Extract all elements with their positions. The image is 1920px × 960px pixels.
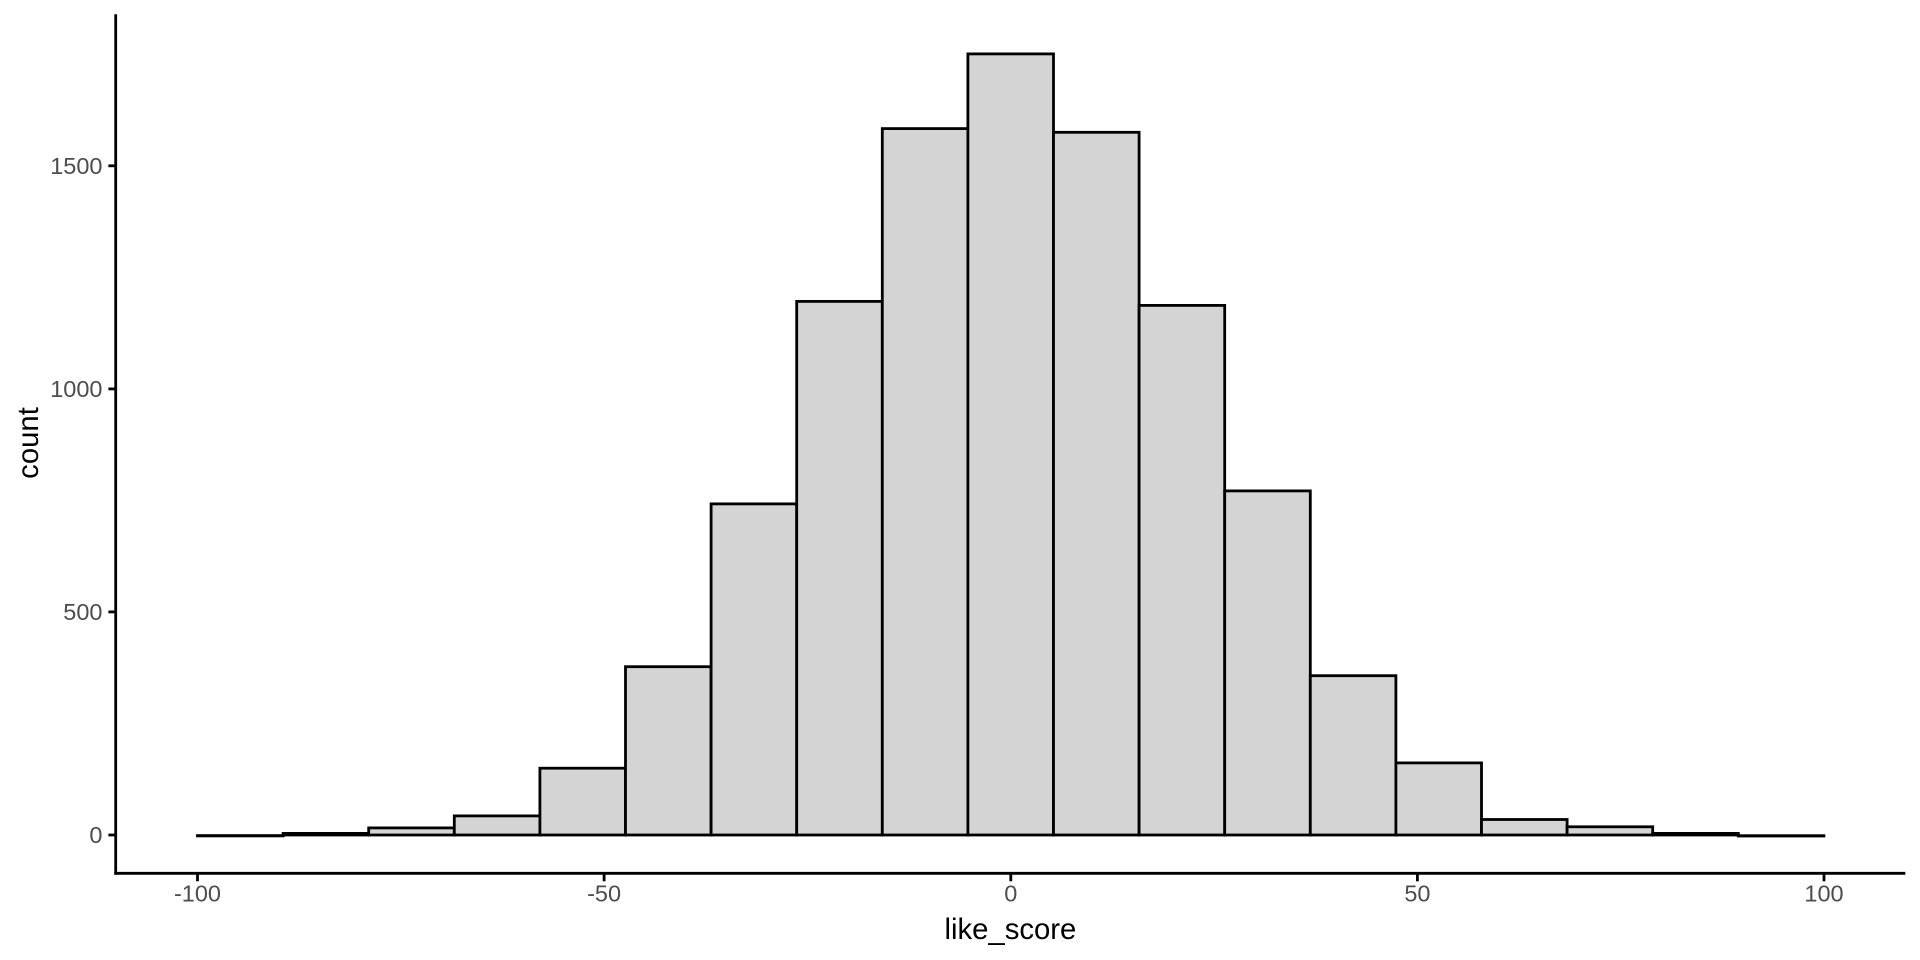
svg-text:500: 500: [63, 599, 102, 625]
svg-text:0: 0: [89, 822, 102, 848]
svg-text:-100: -100: [174, 881, 221, 907]
svg-text:1000: 1000: [50, 376, 102, 402]
svg-text:0: 0: [1004, 881, 1017, 907]
svg-text:-50: -50: [587, 881, 621, 907]
svg-text:50: 50: [1404, 881, 1430, 907]
svg-text:count: count: [12, 407, 45, 479]
svg-text:100: 100: [1804, 881, 1843, 907]
svg-text:1500: 1500: [50, 153, 102, 179]
svg-text:like_score: like_score: [944, 913, 1076, 946]
